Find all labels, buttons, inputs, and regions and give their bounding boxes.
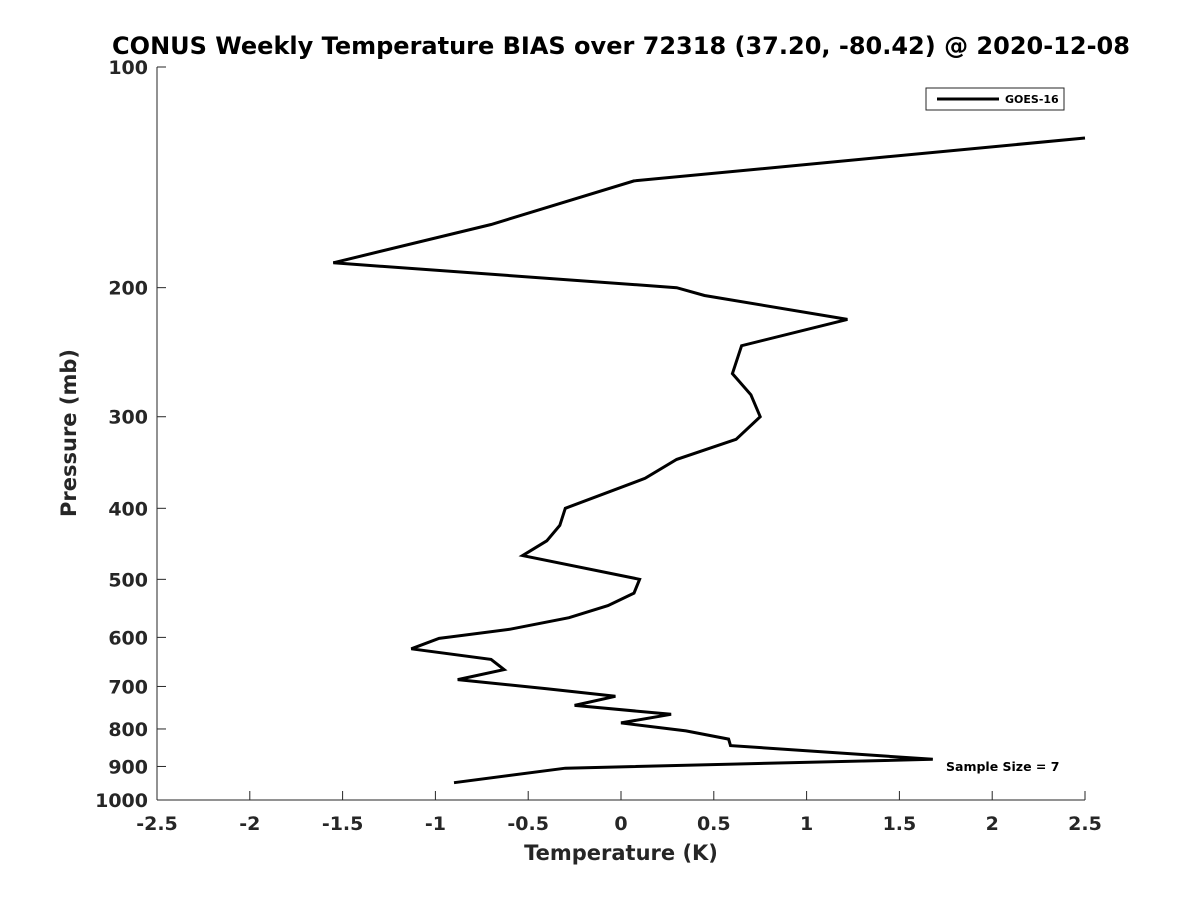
y-tick-label: 500 [108, 569, 148, 591]
legend: GOES-16 [925, 87, 1065, 111]
axes-frame [156, 67, 1085, 801]
x-tick-label: -2.5 [136, 813, 178, 835]
x-tick-label: 1.5 [883, 813, 917, 835]
y-axis-ticks: 100 200 300 400 500 600 700 800 900 1000 [95, 57, 166, 812]
x-tick-label: 1 [800, 813, 813, 835]
y-tick-label: 400 [108, 498, 148, 520]
x-tick-label: -1 [425, 813, 446, 835]
x-axis-ticks: -2.5 -2 -1.5 -1 -0.5 0 0.5 1 1.5 2 2.5 [136, 791, 1102, 835]
y-tick-label: 800 [108, 719, 148, 741]
chart-title: CONUS Weekly Temperature BIAS over 72318… [112, 32, 1130, 60]
x-tick-label: 2.5 [1068, 813, 1102, 835]
y-axis-label: Pressure (mb) [57, 349, 81, 517]
x-axis-label: Temperature (K) [524, 841, 718, 865]
series-layer [332, 136, 1086, 785]
y-tick-label: 100 [108, 57, 148, 79]
x-tick-label: -2 [239, 813, 260, 835]
y-tick-label: 600 [108, 627, 148, 649]
x-tick-label: -0.5 [507, 813, 549, 835]
y-tick-label: 300 [108, 407, 148, 429]
sample-size-annotation: Sample Size = 7 [946, 759, 1059, 774]
y-tick-label: 1000 [95, 790, 148, 812]
x-tick-label: -1.5 [322, 813, 364, 835]
series-line-goes-16 [332, 136, 1086, 785]
y-tick-label: 700 [108, 676, 148, 698]
legend-label-goes16: GOES-16 [1005, 93, 1059, 106]
x-tick-label: 0.5 [697, 813, 731, 835]
y-tick-label: 200 [108, 278, 148, 300]
y-tick-label: 900 [108, 756, 148, 778]
x-tick-label: 0 [614, 813, 627, 835]
x-tick-label: 2 [986, 813, 999, 835]
